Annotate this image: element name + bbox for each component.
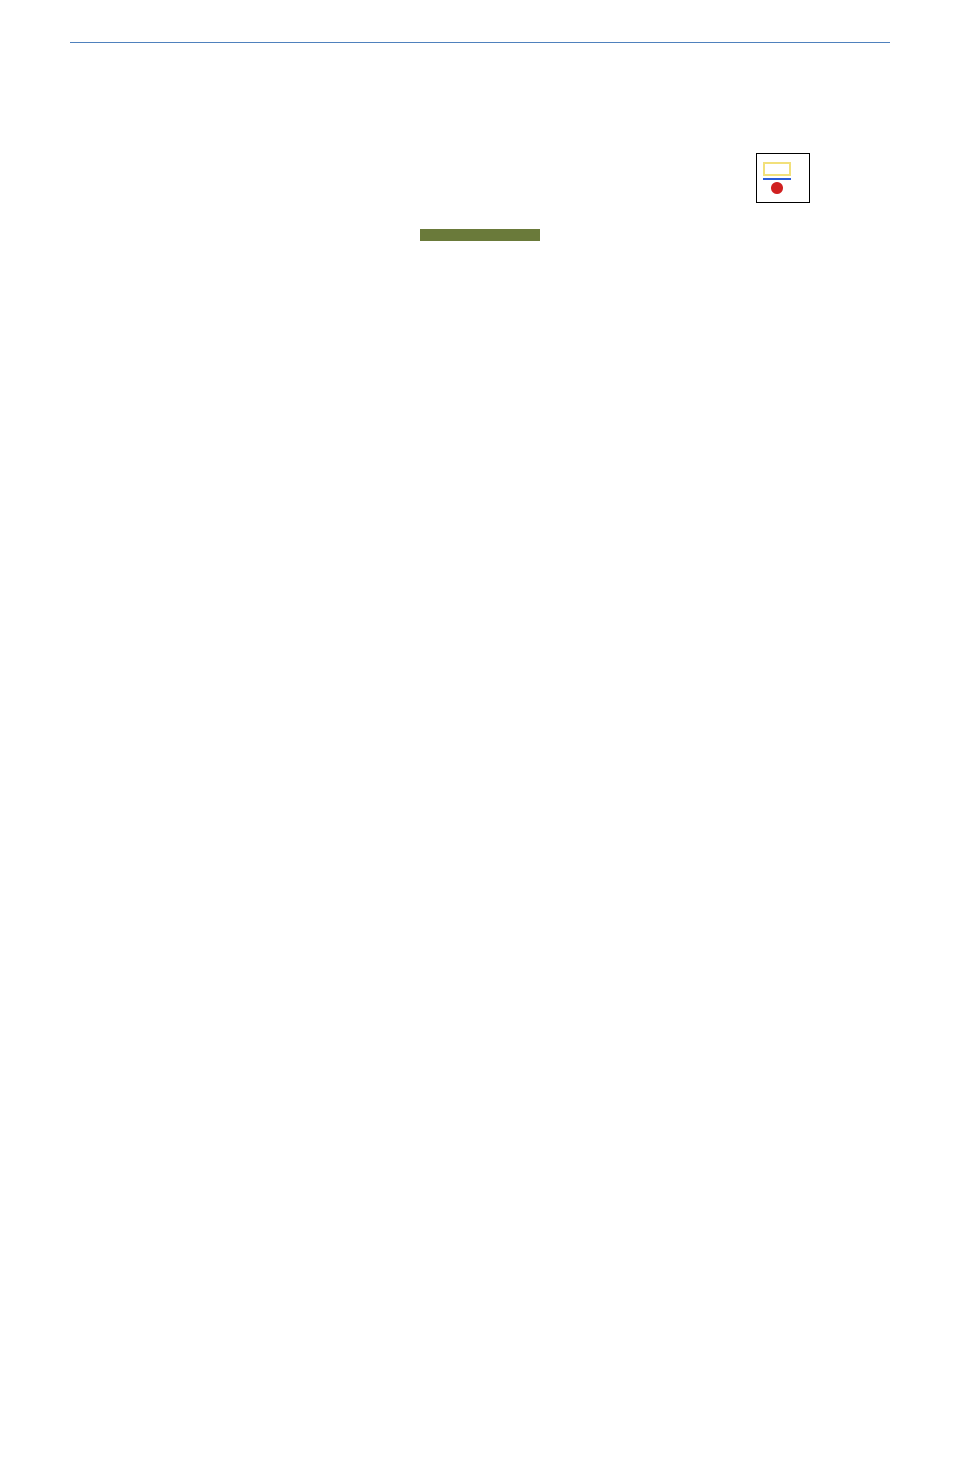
table-header-cell bbox=[420, 229, 460, 241]
table-2 bbox=[420, 229, 540, 241]
figure-3 bbox=[70, 61, 890, 211]
table-header-cell bbox=[500, 229, 540, 241]
legend-hidro bbox=[763, 178, 799, 180]
table-header-row bbox=[420, 229, 540, 241]
legend-app bbox=[763, 162, 799, 176]
legend-swatch-nasc bbox=[771, 182, 783, 194]
legend-swatch-app bbox=[763, 162, 791, 176]
map-image bbox=[330, 61, 630, 211]
table-header-cell bbox=[460, 229, 500, 241]
legend-nasc bbox=[763, 182, 799, 194]
legend-swatch-hidro bbox=[763, 178, 791, 180]
map-legend bbox=[756, 153, 810, 203]
section-heading bbox=[70, 40, 890, 43]
